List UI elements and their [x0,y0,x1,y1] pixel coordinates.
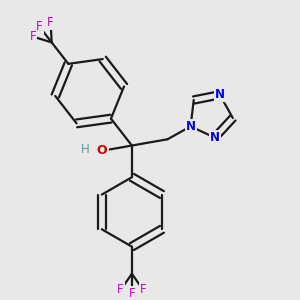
Text: F: F [129,287,135,300]
Text: F: F [30,30,36,43]
Text: F: F [140,284,146,296]
Text: H: H [81,143,90,156]
Text: F: F [47,16,54,29]
Text: N: N [210,131,220,144]
Text: N: N [186,120,196,133]
Text: N: N [215,88,225,101]
Text: F: F [117,284,124,296]
Text: F: F [36,20,43,33]
Text: O: O [97,144,107,157]
